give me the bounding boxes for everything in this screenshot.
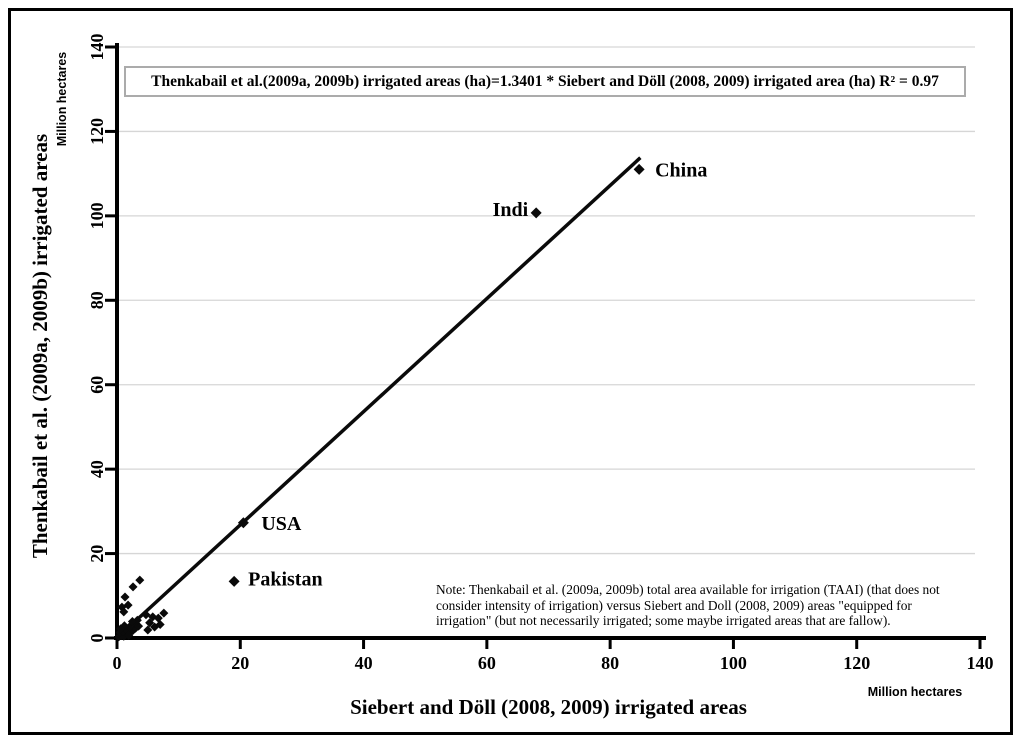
point-label-china: China xyxy=(655,159,707,181)
x-tick-label: 80 xyxy=(601,653,619,673)
x-tick-label: 60 xyxy=(478,653,496,673)
data-point xyxy=(128,582,138,592)
x-axis-unit-label: Million hectares xyxy=(867,685,963,699)
note-line: Note: Thenkabail et al. (2009a, 2009b) t… xyxy=(436,582,940,597)
data-point xyxy=(135,575,145,585)
data-point xyxy=(155,619,165,629)
note-text: Note: Thenkabail et al. (2009a, 2009b) t… xyxy=(436,582,992,629)
data-point xyxy=(134,621,144,631)
x-tick-label: 40 xyxy=(355,653,373,673)
equation-box: Thenkabail et al.(2009a, 2009b) irrigate… xyxy=(124,66,966,97)
y-tick-label: 100 xyxy=(87,202,107,229)
y-tick-label: 120 xyxy=(87,118,107,145)
data-point xyxy=(141,610,151,620)
figure-border xyxy=(8,8,1013,735)
y-tick-label: 60 xyxy=(87,376,107,394)
data-point-pakistan xyxy=(228,575,240,587)
y-tick-label: 80 xyxy=(87,291,107,309)
y-tick-label: 0 xyxy=(87,634,107,643)
data-point-china xyxy=(633,163,645,175)
point-label-indi: Indi xyxy=(493,199,529,221)
x-tick-label: 20 xyxy=(231,653,249,673)
data-point xyxy=(116,624,126,634)
point-label-usa: USA xyxy=(261,513,302,535)
point-label-pakistan: Pakistan xyxy=(248,568,322,590)
data-point xyxy=(143,625,153,635)
y-tick-label: 40 xyxy=(87,460,107,478)
x-tick-label: 140 xyxy=(967,653,994,673)
data-point xyxy=(145,618,155,628)
y-axis-title: Thenkabail et al. (2009a, 2009b) irrigat… xyxy=(28,133,52,559)
data-point xyxy=(123,600,133,610)
y-tick-label: 20 xyxy=(87,545,107,563)
y-tick-label: 140 xyxy=(87,34,107,61)
note-line: consider intensity of irrigation) versus… xyxy=(436,597,912,613)
x-tick-label: 0 xyxy=(113,653,122,673)
note-line: irrigation" (but not necessarily irrigat… xyxy=(436,613,891,629)
x-tick-label: 100 xyxy=(720,653,747,673)
data-point xyxy=(127,617,137,627)
data-point-usa xyxy=(237,517,249,529)
data-point xyxy=(159,608,169,618)
data-point-indi xyxy=(530,207,542,219)
y-axis-unit-label: Million hectares xyxy=(55,51,69,147)
data-point xyxy=(120,592,130,602)
x-axis-title: Siebert and Döll (2008, 2009) irrigated … xyxy=(350,695,747,719)
trendline xyxy=(125,156,642,631)
x-tick-label: 120 xyxy=(843,653,870,673)
